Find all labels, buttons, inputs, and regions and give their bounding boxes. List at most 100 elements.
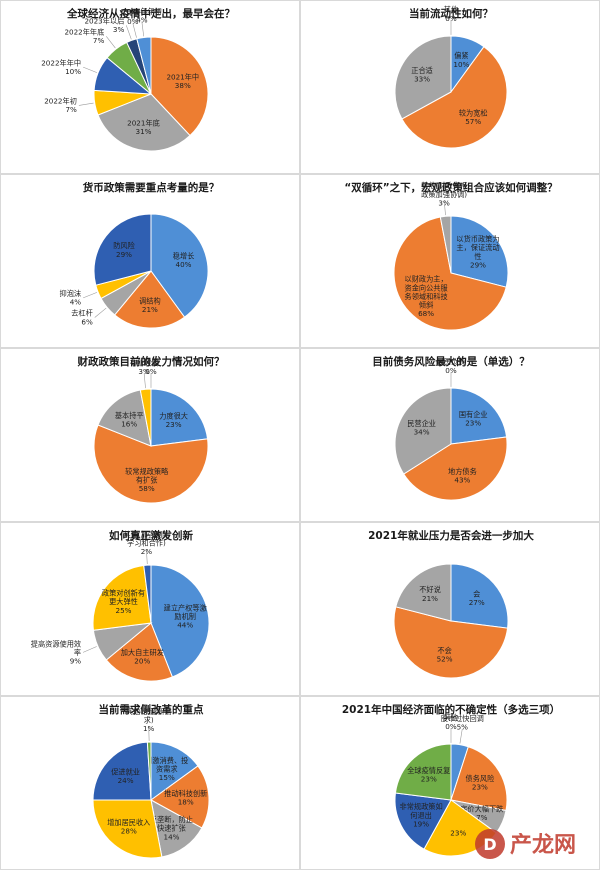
slice-percent: 14% xyxy=(164,832,180,841)
slice-label: 股市过快回调 xyxy=(441,714,484,723)
slice-percent: 0% xyxy=(445,722,457,731)
slice-percent: 25% xyxy=(116,606,132,615)
slice-label: 全球疫情反复 xyxy=(407,766,450,775)
pie-slice xyxy=(450,387,508,445)
slice-label: 2023年以后 xyxy=(84,17,124,26)
pie-slice xyxy=(394,35,452,120)
pie-slice xyxy=(150,36,209,137)
slice-percent: 23% xyxy=(472,783,488,792)
slice-percent: 7% xyxy=(93,36,105,45)
slice-percent: 1% xyxy=(143,724,155,733)
pie-slice xyxy=(401,45,508,149)
slice-label: 较为宽松 xyxy=(459,108,488,117)
label-leader-line xyxy=(82,646,97,653)
pie-slice xyxy=(93,424,209,504)
pie-slice xyxy=(105,622,174,682)
pie-slice xyxy=(450,746,508,812)
slice-percent: 0% xyxy=(445,366,457,375)
slice-label: 2021年底 xyxy=(127,119,160,128)
chart-title: 2021年中国经济面临的不确定性（多选三项） xyxy=(342,703,560,716)
slice-label: 民营企业 xyxy=(407,419,436,428)
pie-slice xyxy=(450,563,509,629)
chart-panel-4: “双循环”之下，宏观政策组合应该如何调整？ 以货币政策为 主，保证流动性 29% 以财政… xyxy=(300,174,600,348)
slice-label: 资金向公共服 xyxy=(405,283,448,292)
slice-percent: 24% xyxy=(118,776,134,785)
slice-percent: 43% xyxy=(454,475,470,484)
watermark-logo: D 产龙网 xyxy=(475,829,576,859)
watermark-badge xyxy=(475,829,505,859)
slice-label: 抑泡沫 xyxy=(60,289,82,298)
slice-label: 政策对创新有 xyxy=(102,589,145,598)
watermark-text: 产龙网 xyxy=(510,833,576,858)
slice-label: 性 xyxy=(474,252,481,261)
slice-label: 资需求 xyxy=(156,765,178,774)
chart-title: 当前流动性如何？ xyxy=(409,7,493,20)
label-leader-line xyxy=(141,21,145,37)
pie-slice xyxy=(93,213,152,286)
pie-slice xyxy=(393,216,507,331)
slice-percent: 68% xyxy=(418,309,434,318)
label-leader-line xyxy=(143,373,146,389)
pie-slice xyxy=(150,388,209,447)
slice-percent: 3% xyxy=(113,25,125,34)
pie-slice xyxy=(146,741,152,801)
chart-panel-2: 当前流动性如何？ 偏紧 10% 较为宽松 57% 正合适 33% 其他 0% xyxy=(300,0,600,174)
slice-percent: 4% xyxy=(70,298,82,307)
slice-percent: 57% xyxy=(465,117,481,126)
slice-label: 2022年年中 xyxy=(41,58,81,67)
slice-label: 加大自主研发 xyxy=(121,648,164,657)
pie-slice xyxy=(150,741,199,801)
chart-title: 如何真正激发创新 xyxy=(109,529,193,542)
slice-percent: 10% xyxy=(65,67,81,76)
pie-slice xyxy=(395,563,452,622)
pie-slice xyxy=(136,36,152,95)
chart-title: 财政政策目前的发力情况如何？ xyxy=(77,355,225,368)
chart-panel-5: 财政政策目前的发力情况如何？ 力度很大 23% 较常规政策略 有扩张 58% 基本持平 16%… xyxy=(0,348,300,522)
slice-percent: 40% xyxy=(176,260,192,269)
pie-slice xyxy=(150,213,209,318)
pie-slice xyxy=(143,564,152,624)
chart-panel-7: 如何真正激发创新 建立产权等激 励机制 44% 加大自主研发 20% 提高资源使用效率 9% 政… xyxy=(0,522,300,696)
slice-percent: 38% xyxy=(175,81,191,90)
slice-label: 其他(财政货币 xyxy=(421,181,467,190)
slice-label: 2022年年底 xyxy=(64,28,104,37)
slice-percent: 2% xyxy=(141,547,153,556)
slice-label: 学习和合作) xyxy=(127,539,166,548)
slice-percent: 52% xyxy=(437,654,453,663)
slice-percent: 23% xyxy=(450,828,466,837)
watermark-mark: D xyxy=(483,835,496,854)
pie-slice xyxy=(92,564,152,631)
slice-label: 稳增长 xyxy=(173,252,195,261)
slice-label: 居民负债 xyxy=(437,357,466,366)
slice-label: 励机制 xyxy=(174,612,196,621)
slice-label: 主，保证流动 xyxy=(456,243,499,252)
slice-label: 求) xyxy=(144,716,154,725)
chart-title: 当前需求侧改革的重点 xyxy=(99,703,204,716)
slice-label: 地方债务 xyxy=(448,467,477,476)
slice-label: 快速扩张 xyxy=(157,824,186,833)
slice-label: 何退出 xyxy=(410,811,432,820)
slice-label: 会 xyxy=(473,590,480,599)
slice-label: 其他 xyxy=(126,9,140,18)
chart-panel-10: 2021年中国经济面临的不确定性（多选三项） 股市过快回调 5% 债务风险 23% 房价大… xyxy=(300,696,600,870)
chart-title: 货币政策需要重点考量的是？ xyxy=(82,181,220,194)
label-leader-line xyxy=(125,25,132,40)
slice-label: 提高资源使用效 xyxy=(31,639,81,648)
pie-slice xyxy=(394,387,452,475)
label-leader-line xyxy=(443,200,446,216)
slice-percent: 0% xyxy=(127,17,139,26)
slice-percent: 23% xyxy=(166,420,182,429)
pie-slice xyxy=(150,564,210,678)
slice-label: 建立产权等激 xyxy=(164,603,207,612)
slice-label: 调结构 xyxy=(139,296,161,305)
slice-percent: 3% xyxy=(438,198,450,207)
slice-percent: 18% xyxy=(178,798,194,807)
slice-label: 力度很大 xyxy=(159,412,188,421)
label-leader-line xyxy=(94,307,107,318)
slice-percent: 6% xyxy=(81,317,93,326)
slice-percent: 10% xyxy=(453,60,469,69)
pie-slice xyxy=(113,270,186,329)
pie-chart-10: 2021年中国经济面临的不确定性（多选三项）股市过快回调5%债务风险23%房价大… xyxy=(342,703,560,857)
